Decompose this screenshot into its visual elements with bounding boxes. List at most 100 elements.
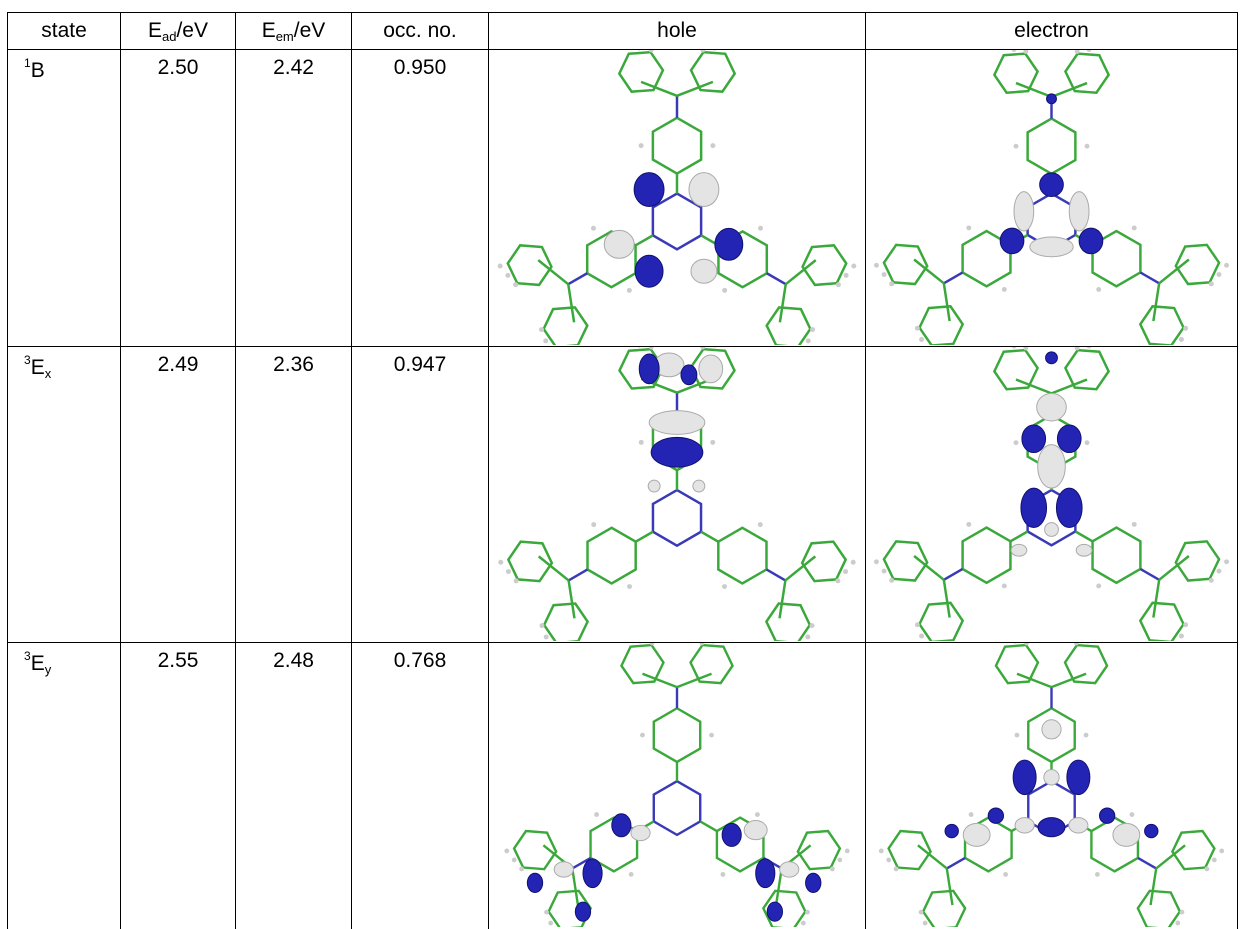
hydrogen	[627, 288, 632, 293]
cell-text: hole	[657, 19, 697, 42]
value-cell: 0.947	[352, 347, 489, 643]
ring	[994, 54, 1037, 93]
hydrogen	[843, 569, 848, 574]
orbital-lobe	[634, 173, 664, 207]
orbital-lobe	[1099, 808, 1114, 823]
hydrogen	[801, 921, 806, 926]
hydrogen	[1095, 872, 1100, 877]
bond	[947, 868, 953, 905]
cell-text: 2.42	[273, 56, 314, 79]
ring	[963, 528, 1011, 583]
hydrogen	[882, 272, 887, 277]
bond	[700, 821, 717, 831]
hydrogen	[830, 867, 835, 872]
orbital-lobe	[1011, 544, 1027, 556]
bond	[1052, 674, 1087, 687]
header-cell: state	[8, 13, 121, 50]
hydrogen	[835, 578, 840, 583]
hole-image-cell	[489, 347, 866, 643]
bond	[641, 82, 677, 96]
table-row: 3Ex2.492.360.947	[8, 347, 1238, 643]
bond	[568, 284, 574, 322]
orbital-lobe	[1045, 523, 1059, 537]
cell-text: state	[41, 19, 87, 42]
hydrogen	[805, 910, 810, 915]
hydrogen	[1014, 440, 1019, 445]
cell-text: B	[31, 59, 45, 82]
value-cell: 2.49	[121, 347, 236, 643]
hydrogen	[810, 623, 815, 628]
hydrogen	[505, 273, 510, 278]
hydrogen	[594, 812, 599, 817]
orbital-lobe	[639, 354, 659, 384]
ring	[544, 307, 588, 345]
hydrogen	[1216, 569, 1221, 574]
header-cell: occ. no.	[352, 13, 489, 50]
hydrogen	[886, 858, 891, 863]
hydrogen	[543, 338, 548, 343]
hydrogen	[539, 623, 544, 628]
orbital-lobe	[604, 230, 634, 258]
cell-text: 2.48	[273, 649, 314, 672]
hydrogen	[629, 872, 634, 877]
hydrogen	[710, 143, 715, 148]
orbital-lobe	[756, 859, 775, 888]
bond	[568, 273, 587, 284]
bond	[636, 532, 653, 542]
bond	[1151, 868, 1157, 905]
orbital-lobe	[1067, 760, 1090, 795]
hydrogen	[1002, 287, 1007, 292]
orbital-lobe	[1042, 720, 1061, 739]
orbital-lobe	[689, 173, 719, 207]
orbital-lobe	[1046, 352, 1058, 364]
hydrogen	[806, 338, 811, 343]
hydrogen	[1175, 921, 1180, 926]
cell-text: 2.50	[158, 56, 199, 79]
orbital-lobe	[1014, 192, 1034, 231]
hydrogen	[709, 733, 714, 738]
hydrogen	[1132, 522, 1137, 527]
bond	[1017, 674, 1052, 687]
bond	[780, 580, 786, 618]
orbital-lobe	[1038, 445, 1066, 488]
molecule	[498, 50, 857, 345]
hydrogen	[498, 263, 503, 268]
hydrogen	[966, 225, 971, 230]
hydrogen	[539, 327, 544, 332]
orbital-lobe	[1069, 192, 1089, 231]
hydrogen	[498, 560, 503, 565]
superscript: 1	[24, 56, 31, 70]
orbital-lobe	[1015, 818, 1034, 833]
ring	[691, 52, 735, 91]
subscript: x	[45, 366, 52, 381]
hydrogen	[506, 569, 511, 574]
orbital-lobe	[963, 823, 990, 846]
orbital-lobe	[635, 255, 663, 287]
ring	[653, 118, 701, 174]
header-cell: hole	[489, 13, 866, 50]
hydrogen	[1209, 281, 1214, 286]
cell-text: occ. no.	[383, 19, 457, 42]
bond	[1140, 272, 1159, 283]
orbital-lobe	[1047, 94, 1057, 104]
ring	[653, 490, 701, 546]
hydrogen	[1179, 634, 1184, 639]
ring	[544, 604, 588, 641]
orbital-lobe	[527, 873, 542, 892]
hydrogen	[514, 578, 519, 583]
header-cell: Ead/eV	[121, 13, 236, 50]
bond	[1052, 380, 1088, 394]
bond	[677, 674, 712, 687]
electron-image-cell	[866, 50, 1238, 347]
hydrogen	[1219, 849, 1224, 854]
hydrogen	[1180, 910, 1185, 915]
electron-image-cell	[866, 347, 1238, 643]
ring	[691, 645, 733, 683]
hydrogen	[591, 522, 596, 527]
value-cell: 2.55	[121, 643, 236, 929]
hydrogen	[837, 858, 842, 863]
bond	[642, 674, 677, 687]
hole-image-cell	[489, 643, 866, 929]
